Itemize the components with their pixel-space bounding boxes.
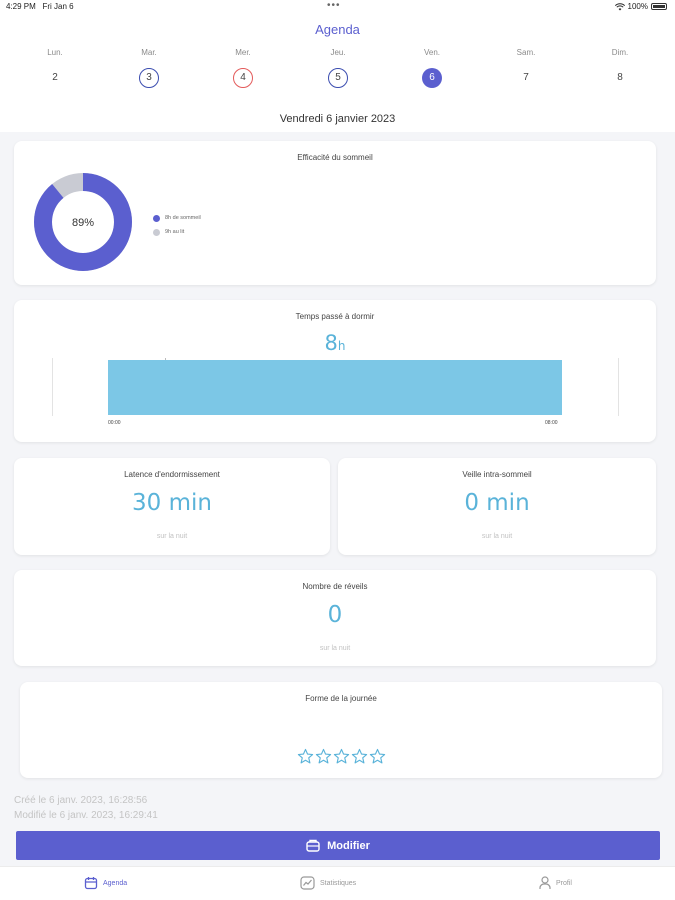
star-5-icon[interactable]	[369, 748, 386, 765]
battery-icon	[651, 3, 667, 10]
hours-value: 8	[324, 331, 338, 355]
calendar-icon	[84, 877, 98, 890]
wifi-icon	[614, 2, 625, 10]
card-title: Efficacité du sommeil	[297, 153, 373, 162]
legend-swatch	[153, 214, 160, 222]
day-number: 5	[328, 68, 348, 88]
star-rating	[20, 748, 662, 770]
card-title: Temps passé à dormir	[295, 312, 375, 321]
day-jeu[interactable]: Jeu. 5	[308, 48, 368, 88]
day-dim[interactable]: Dim. 8	[590, 48, 650, 88]
day-name: Sam.	[516, 48, 536, 57]
tab-agenda[interactable]: Agenda	[84, 876, 127, 890]
multitask-dots-icon[interactable]: •••	[327, 0, 341, 11]
day-mer[interactable]: Mer. 4	[213, 48, 273, 88]
efficiency-legend: 8h de sommeil 9h au lit	[153, 211, 201, 239]
awakenings-card[interactable]: Nombre de réveils 0 sur la nuit	[14, 570, 656, 666]
day-name: Dim.	[611, 48, 629, 57]
day-name: Jeu.	[330, 48, 346, 57]
battery-percent: 100%	[627, 2, 648, 11]
header: Agenda Lun. 2 Mar. 3 Mer. 4 Jeu. 5 Ven. 6 Sam. 7 Dim…	[0, 14, 675, 132]
status-clock: 4:29 PM	[6, 2, 36, 11]
legend-swatch	[153, 228, 160, 236]
star-2-icon[interactable]	[315, 748, 332, 765]
status-right: 100%	[614, 2, 667, 11]
day-sam[interactable]: Sam. 7	[496, 48, 556, 88]
legend-item: 9h au lit	[153, 225, 201, 239]
page-title: Agenda	[315, 22, 360, 37]
card-title: Latence d'endormissement	[124, 470, 220, 479]
card-title: Forme de la journée	[305, 694, 377, 703]
star-4-icon[interactable]	[351, 748, 368, 765]
latency-subtitle: sur la nuit	[156, 533, 188, 540]
time-asleep-card[interactable]: Temps passé à dormir 8h 00:00 08:00	[14, 300, 656, 442]
modify-button-label: Modifier	[327, 839, 370, 852]
status-bar: 4:29 PM Fri Jan 6 ••• 100%	[0, 0, 675, 14]
timeline-tick	[165, 358, 166, 361]
status-time: 4:29 PM Fri Jan 6	[6, 2, 74, 11]
legend-label: 9h au lit	[165, 229, 185, 235]
day-mood-card[interactable]: Forme de la journée	[20, 682, 662, 778]
selected-date-title: Vendredi 6 janvier 2023	[279, 113, 396, 125]
day-number: 8	[617, 72, 623, 83]
card-title: Nombre de réveils	[302, 582, 368, 591]
tab-label: Agenda	[103, 879, 128, 887]
tab-bar: Agenda Statistiques Profil	[0, 866, 675, 900]
day-number: 6	[422, 68, 442, 88]
timeline-end-line	[618, 358, 619, 416]
sleep-period-bar	[108, 360, 562, 415]
awakenings-value: 0	[327, 602, 343, 628]
day-name: Mar.	[141, 48, 157, 57]
day-ven[interactable]: Ven. 6	[402, 48, 462, 88]
donut-sleep-arc	[34, 173, 132, 271]
timeline-start-line	[52, 358, 53, 416]
created-timestamp: Créé le 6 janv. 2023, 16:28:56	[14, 795, 148, 806]
tab-label: Profil	[556, 879, 572, 887]
awakenings-subtitle: sur la nuit	[319, 645, 351, 652]
day-number: 7	[523, 72, 529, 83]
day-lun[interactable]: Lun. 2	[25, 48, 85, 88]
day-name: Mer.	[235, 48, 251, 57]
legend-item: 8h de sommeil	[153, 211, 201, 225]
modified-timestamp: Modifié le 6 janv. 2023, 16:29:41	[14, 810, 158, 821]
day-number: 3	[139, 68, 159, 88]
hours-unit: h	[337, 339, 346, 353]
star-3-icon[interactable]	[333, 748, 350, 765]
person-icon	[539, 876, 551, 889]
day-number: 2	[52, 72, 58, 83]
sleep-latency-card[interactable]: Latence d'endormissement 30 min sur la n…	[14, 458, 330, 555]
donut-percent-label: 89%	[72, 217, 94, 229]
awake-subtitle: sur la nuit	[481, 533, 513, 540]
timeline-start-label: 00:00	[108, 420, 121, 426]
time-asleep-value: 8h	[14, 331, 656, 355]
day-number: 4	[233, 68, 253, 88]
card-title: Veille intra-sommeil	[462, 470, 532, 479]
timeline-end-label: 08:00	[545, 420, 558, 426]
sleep-efficiency-card[interactable]: Efficacité du sommeil 89% 8h de sommeil …	[14, 141, 656, 285]
chart-icon	[300, 876, 315, 890]
pencil-box-icon	[306, 839, 320, 852]
day-name: Lun.	[47, 48, 63, 57]
legend-label: 8h de sommeil	[165, 215, 201, 221]
week-selector: Lun. 2 Mar. 3 Mer. 4 Jeu. 5 Ven. 6 Sam. 7 Dim. 8	[0, 48, 675, 98]
modify-button[interactable]: Modifier	[16, 831, 660, 860]
status-date: Fri Jan 6	[42, 2, 74, 11]
tab-profile[interactable]: Profil	[539, 876, 572, 890]
day-name: Ven.	[423, 48, 440, 57]
star-1-icon[interactable]	[297, 748, 314, 765]
efficiency-donut: 89%	[34, 173, 132, 271]
day-mar[interactable]: Mar. 3	[119, 48, 179, 88]
latency-value: 30 min	[132, 490, 212, 516]
intra-sleep-wake-card[interactable]: Veille intra-sommeil 0 min sur la nuit	[338, 458, 656, 555]
awake-value: 0 min	[464, 490, 530, 516]
tab-statistics[interactable]: Statistiques	[300, 876, 356, 890]
tab-label: Statistiques	[320, 879, 357, 887]
